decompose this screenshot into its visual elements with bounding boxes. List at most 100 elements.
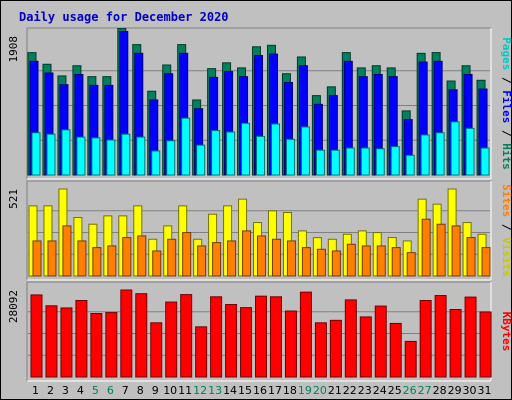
bar-pages-day-21 — [330, 149, 340, 176]
bar-pages-day-9 — [151, 150, 161, 176]
side-label-part: Sites — [500, 184, 511, 217]
day-label-3: 3 — [62, 384, 69, 397]
bar-kbytes-day-7 — [120, 289, 133, 378]
panel-visits-sites: 521 Sites / Visits — [7, 180, 511, 281]
bar-kbytes-day-15 — [240, 307, 253, 378]
bar-pages-day-28 — [435, 132, 445, 176]
bar-kbytes-day-31 — [479, 311, 492, 378]
panel-max-label: 521 — [7, 189, 20, 209]
bar-pages-day-24 — [375, 148, 385, 176]
bar-sites-day-2 — [47, 240, 57, 277]
bar-kbytes-day-26 — [404, 340, 417, 378]
bar-sites-day-17 — [271, 238, 281, 277]
bar-sites-day-21 — [331, 250, 341, 277]
side-label-part: Visits — [500, 237, 511, 277]
series-kbytes — [30, 289, 492, 378]
bar-kbytes-day-17 — [269, 296, 282, 378]
side-label-part: Hits — [500, 143, 511, 170]
day-label-24: 24 — [373, 384, 387, 397]
bar-kbytes-day-2 — [45, 305, 58, 378]
day-label-17: 17 — [268, 384, 282, 397]
day-label-28: 28 — [433, 384, 447, 397]
day-label-31: 31 — [478, 384, 492, 397]
bar-sites-day-27 — [421, 218, 431, 277]
bar-sites-day-7 — [122, 237, 132, 277]
day-label-29: 29 — [448, 384, 462, 397]
bar-sites-day-26 — [406, 252, 416, 277]
panel-max-label: 1908 — [7, 36, 20, 63]
bar-pages-day-3 — [61, 129, 71, 176]
day-label-9: 9 — [152, 384, 159, 397]
day-label-4: 4 — [77, 384, 84, 397]
bar-kbytes-day-16 — [255, 295, 268, 378]
bar-sites-day-29 — [451, 225, 461, 277]
bar-pages-day-5 — [91, 137, 101, 176]
bar-kbytes-day-9 — [150, 322, 163, 378]
day-label-10: 10 — [163, 384, 177, 397]
bar-sites-day-18 — [286, 240, 296, 277]
bar-kbytes-day-18 — [284, 310, 297, 378]
day-label-26: 26 — [403, 384, 417, 397]
side-label-part: / — [500, 217, 511, 237]
day-label-21: 21 — [328, 384, 342, 397]
bar-sites-day-3 — [62, 225, 72, 277]
bar-sites-day-20 — [316, 248, 326, 277]
bar-sites-day-5 — [92, 247, 102, 277]
bar-sites-day-12 — [197, 245, 207, 277]
bar-pages-day-2 — [46, 133, 56, 176]
series-sites — [32, 218, 491, 277]
day-label-20: 20 — [313, 384, 327, 397]
bar-kbytes-day-19 — [299, 291, 312, 378]
panel-kbytes: 28092 KBytes — [7, 281, 511, 382]
bar-sites-day-25 — [391, 247, 401, 277]
bar-kbytes-day-13 — [210, 296, 223, 378]
side-label-part: / — [500, 123, 511, 143]
bar-sites-day-30 — [466, 237, 476, 277]
day-label-15: 15 — [238, 384, 252, 397]
bar-pages-day-4 — [76, 136, 86, 176]
bar-pages-day-11 — [181, 117, 191, 176]
bar-sites-day-11 — [182, 232, 192, 277]
bar-sites-day-13 — [212, 242, 222, 277]
side-label-hits-files-pages: Pages / Files / Hits — [500, 37, 511, 170]
day-label-7: 7 — [122, 384, 129, 397]
bar-pages-day-17 — [270, 123, 280, 176]
day-label-23: 23 — [358, 384, 372, 397]
day-label-14: 14 — [223, 384, 237, 397]
bar-kbytes-day-11 — [180, 294, 193, 378]
day-label-27: 27 — [418, 384, 432, 397]
bar-sites-day-16 — [257, 235, 267, 277]
day-label-18: 18 — [283, 384, 297, 397]
day-label-2: 2 — [47, 384, 54, 397]
bar-kbytes-day-30 — [464, 296, 477, 378]
bar-kbytes-day-29 — [449, 308, 462, 378]
day-label-16: 16 — [253, 384, 267, 397]
day-label-1: 1 — [32, 384, 39, 397]
bar-pages-day-19 — [300, 126, 310, 176]
bar-sites-day-22 — [346, 243, 356, 277]
bar-pages-day-12 — [196, 144, 206, 176]
bar-pages-day-18 — [285, 138, 295, 176]
bar-sites-day-6 — [107, 245, 117, 277]
bar-sites-day-31 — [481, 247, 491, 277]
bar-sites-day-15 — [242, 230, 252, 277]
day-label-11: 11 — [178, 384, 192, 397]
bar-sites-day-19 — [301, 247, 311, 277]
bar-pages-day-25 — [390, 146, 400, 176]
bar-sites-day-8 — [137, 235, 147, 277]
day-label-30: 30 — [463, 384, 477, 397]
bar-pages-day-22 — [345, 147, 355, 176]
bar-sites-day-4 — [77, 240, 87, 277]
bar-pages-day-15 — [241, 122, 251, 176]
bar-sites-day-9 — [152, 250, 162, 277]
bar-kbytes-day-20 — [314, 322, 327, 378]
series-files — [29, 30, 488, 176]
bar-kbytes-day-4 — [75, 300, 88, 378]
side-label-kbytes: KBytes — [500, 312, 511, 352]
bar-pages-day-16 — [256, 135, 266, 176]
bar-pages-day-7 — [121, 133, 131, 176]
bar-pages-day-23 — [360, 147, 370, 176]
bar-sites-day-10 — [167, 238, 177, 277]
